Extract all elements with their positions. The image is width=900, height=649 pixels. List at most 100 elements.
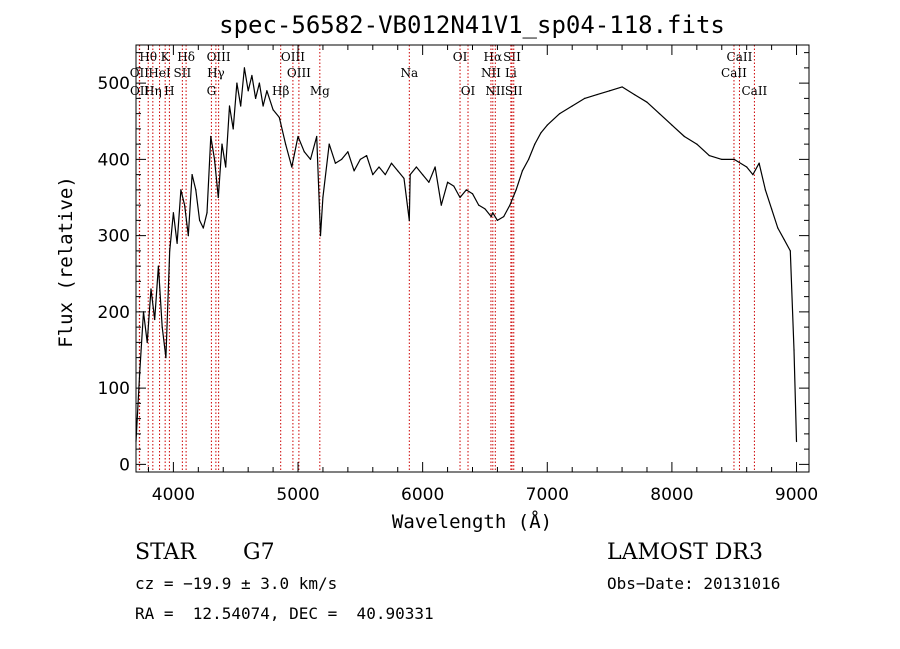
y-axis: 0 100 200 300 400 500 xyxy=(98,52,809,475)
data-point-40 xyxy=(297,135,299,138)
data-point-99 xyxy=(746,166,748,168)
data-point-37 xyxy=(278,116,280,119)
data-point-76 xyxy=(503,215,505,218)
data-point-78 xyxy=(515,189,517,191)
y-tick-label-1: 100 xyxy=(98,379,130,399)
redshift-value: cz = −19.9 ± 3.0 km/s xyxy=(135,574,338,593)
data-point-5 xyxy=(154,318,156,321)
data-point-56 xyxy=(390,162,393,164)
line-label-13: OIII xyxy=(287,66,311,80)
data-point-41 xyxy=(303,151,305,153)
line-label-3: OIII xyxy=(207,50,231,64)
data-point-48 xyxy=(341,158,343,160)
line-label-21: G xyxy=(207,84,217,98)
line-label-0: Hθ xyxy=(139,50,157,64)
line-label-6: Hα xyxy=(484,50,503,64)
data-point-31 xyxy=(251,74,253,77)
data-point-90 xyxy=(633,93,636,96)
data-point-72 xyxy=(484,208,486,210)
x-tick-label-3: 7000 xyxy=(526,485,569,505)
data-point-69 xyxy=(465,189,467,191)
line-label-18: OII xyxy=(130,84,150,98)
data-point-14 xyxy=(187,235,189,237)
x-tick-label-4: 8000 xyxy=(650,485,693,505)
data-point-103 xyxy=(771,208,773,210)
data-point-43 xyxy=(316,135,318,138)
data-point-16 xyxy=(195,189,197,191)
data-point-83 xyxy=(546,124,548,126)
series-line-0 xyxy=(135,67,798,442)
line-label-11: SII xyxy=(174,66,192,80)
data-point-26 xyxy=(232,128,234,130)
data-point-45 xyxy=(322,196,324,199)
data-point-71 xyxy=(478,204,480,206)
line-label-19: Hη xyxy=(144,84,162,98)
data-point-20 xyxy=(210,135,212,138)
object-subclass: G7 xyxy=(243,540,275,565)
data-point-89 xyxy=(621,86,623,88)
line-label-22: Hβ xyxy=(272,84,289,98)
data-point-29 xyxy=(243,67,246,69)
line-label-12: Hγ xyxy=(207,66,225,80)
data-point-17 xyxy=(198,219,201,221)
data-point-8 xyxy=(165,357,167,359)
line-label-24: OI xyxy=(461,84,476,98)
line-label-17: CaII xyxy=(721,66,747,80)
data-point-47 xyxy=(334,162,337,164)
line-label-5: OI xyxy=(453,50,468,64)
data-point-51 xyxy=(359,158,361,160)
line-label-26: SII xyxy=(505,84,523,98)
data-point-32 xyxy=(255,97,257,99)
data-point-102 xyxy=(764,189,766,191)
data-point-63 xyxy=(428,181,430,183)
line-label-7: SII xyxy=(503,50,521,64)
data-point-57 xyxy=(397,170,399,172)
data-point-24 xyxy=(225,166,227,168)
y-tick-label-5: 500 xyxy=(98,74,130,94)
data-point-30 xyxy=(247,90,249,92)
x-tick-label-5: 9000 xyxy=(775,485,818,505)
data-point-58 xyxy=(403,177,405,180)
data-point-4 xyxy=(150,288,152,290)
data-point-27 xyxy=(236,82,238,84)
y-tick-label-3: 300 xyxy=(98,227,130,247)
data-point-49 xyxy=(347,151,349,153)
data-point-105 xyxy=(783,238,785,241)
data-point-61 xyxy=(415,166,418,168)
data-point-54 xyxy=(378,166,380,168)
data-point-73 xyxy=(490,215,492,218)
line-label-14: Na xyxy=(400,66,418,80)
data-point-108 xyxy=(795,440,798,443)
data-point-12 xyxy=(180,189,182,191)
data-point-106 xyxy=(789,250,791,252)
data-point-60 xyxy=(409,174,411,176)
data-point-36 xyxy=(272,109,274,111)
data-point-62 xyxy=(422,174,424,176)
data-point-79 xyxy=(521,170,523,172)
survey-name: LAMOST DR3 xyxy=(607,540,763,565)
data-point-53 xyxy=(372,174,374,176)
data-point-104 xyxy=(777,227,779,229)
plot-frame xyxy=(135,44,810,473)
data-point-46 xyxy=(328,143,330,145)
line-label-25: NII xyxy=(485,84,505,98)
data-point-55 xyxy=(384,174,386,176)
data-point-77 xyxy=(509,204,511,206)
data-point-75 xyxy=(496,219,499,221)
data-point-33 xyxy=(258,82,260,84)
object-class: STAR xyxy=(135,540,196,565)
data-point-81 xyxy=(534,143,536,145)
data-point-67 xyxy=(453,185,455,187)
data-point-39 xyxy=(291,166,293,168)
data-point-82 xyxy=(540,132,542,134)
data-point-93 xyxy=(671,124,673,126)
line-label-15: NII xyxy=(481,66,501,80)
data-point-74 xyxy=(492,212,494,214)
data-point-6 xyxy=(157,265,160,267)
data-point-68 xyxy=(459,196,461,199)
data-point-70 xyxy=(471,193,474,195)
data-point-25 xyxy=(228,105,231,107)
data-point-42 xyxy=(309,158,312,160)
